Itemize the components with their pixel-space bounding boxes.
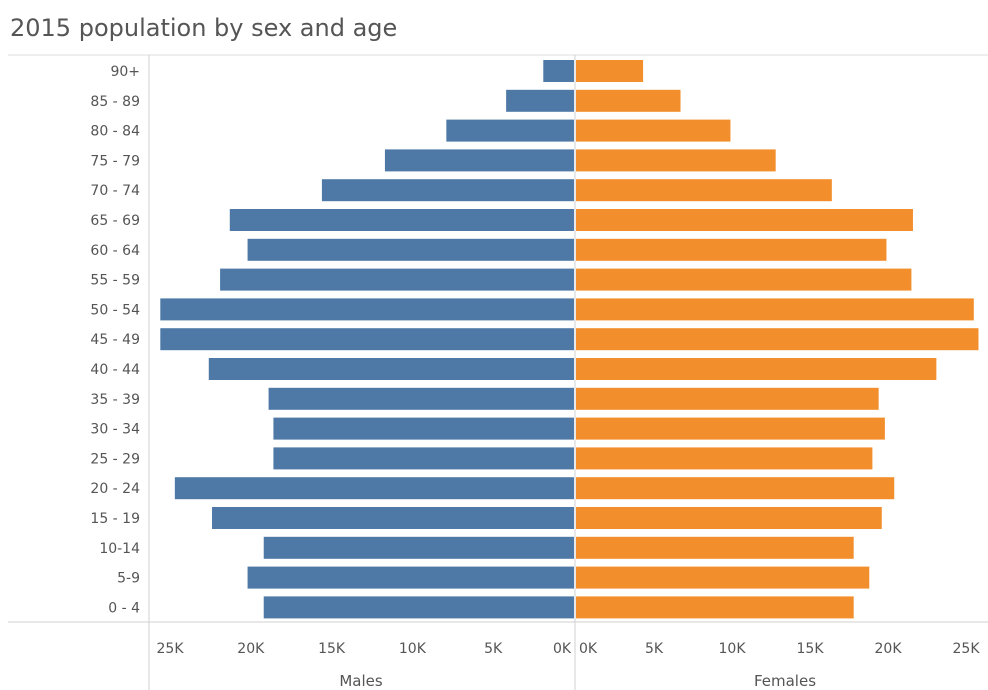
bar-females[interactable] xyxy=(576,89,681,112)
bar-males[interactable] xyxy=(174,477,574,500)
tick-labels: 25K 20K 15K 10K 5K 0K 0K 5K 10K 15K 20K 25K xyxy=(157,641,981,657)
category-label: 80 - 84 xyxy=(90,124,140,140)
bar-males[interactable] xyxy=(273,417,574,440)
bar-males[interactable] xyxy=(208,358,574,380)
category-label: 5-9 xyxy=(117,571,140,587)
category-label: 75 - 79 xyxy=(90,153,140,169)
category-label: 10-14 xyxy=(99,541,140,557)
bar-females[interactable] xyxy=(576,358,937,380)
bar-males[interactable] xyxy=(273,447,574,470)
bar-males[interactable] xyxy=(263,596,574,619)
category-label: 85 - 89 xyxy=(90,94,140,110)
category-label: 45 - 49 xyxy=(90,332,140,348)
bar-males[interactable] xyxy=(321,179,574,202)
category-label: 65 - 69 xyxy=(90,213,140,229)
category-labels: 90+ 85 - 89 80 - 84 75 - 79 70 - 74 65 - 69 60… xyxy=(90,64,140,616)
category-label: 50 - 54 xyxy=(90,302,140,318)
bar-males[interactable] xyxy=(263,536,574,559)
category-label: 15 - 19 xyxy=(90,511,140,527)
bar-males[interactable] xyxy=(160,328,574,351)
category-label: 60 - 64 xyxy=(90,243,140,259)
bar-females[interactable] xyxy=(576,268,912,291)
bar-females[interactable] xyxy=(576,507,882,529)
bar-females[interactable] xyxy=(576,149,776,172)
bar-males[interactable] xyxy=(247,238,574,261)
category-label: 30 - 34 xyxy=(90,422,140,438)
female-tick-label: 15K xyxy=(797,641,825,657)
bar-females[interactable] xyxy=(576,387,879,410)
category-label: 20 - 24 xyxy=(90,481,140,497)
bar-females[interactable] xyxy=(576,417,885,440)
female-tick-label: 10K xyxy=(719,641,747,657)
category-label: 55 - 59 xyxy=(90,273,140,289)
male-tick-label: 20K xyxy=(237,641,265,657)
bar-females[interactable] xyxy=(576,209,913,231)
bar-females[interactable] xyxy=(576,60,644,82)
male-tick-label: 0K xyxy=(553,641,572,657)
male-tick-label: 5K xyxy=(484,641,503,657)
female-tick-label: 20K xyxy=(875,641,903,657)
bar-males[interactable] xyxy=(446,119,574,142)
category-label: 40 - 44 xyxy=(90,362,140,378)
male-axis-title: Males xyxy=(339,672,383,690)
bar-females[interactable] xyxy=(576,536,854,559)
axes-lines xyxy=(8,54,988,690)
bar-males[interactable] xyxy=(229,209,575,231)
bar-females[interactable] xyxy=(576,477,895,500)
male-tick-label: 15K xyxy=(318,641,346,657)
bar-females[interactable] xyxy=(576,119,731,142)
bar-females[interactable] xyxy=(576,298,974,321)
female-tick-label: 0K xyxy=(579,641,598,657)
male-tick-label: 25K xyxy=(157,641,185,657)
category-label: 90+ xyxy=(110,64,140,80)
bar-females[interactable] xyxy=(576,447,873,470)
category-label: 0 - 4 xyxy=(108,600,140,616)
bar-males[interactable] xyxy=(543,60,574,82)
bars xyxy=(160,60,979,619)
bar-females[interactable] xyxy=(576,238,887,261)
bar-males[interactable] xyxy=(384,149,574,172)
bar-males[interactable] xyxy=(160,298,574,321)
bar-males[interactable] xyxy=(506,89,574,112)
bar-females[interactable] xyxy=(576,328,979,351)
bar-males[interactable] xyxy=(247,566,574,589)
male-tick-label: 10K xyxy=(399,641,427,657)
female-tick-label: 5K xyxy=(645,641,664,657)
chart-title: 2015 population by sex and age xyxy=(10,14,398,42)
category-label: 25 - 29 xyxy=(90,451,140,467)
female-tick-label: 25K xyxy=(953,641,981,657)
bar-females[interactable] xyxy=(576,566,870,589)
bar-females[interactable] xyxy=(576,596,854,619)
category-label: 70 - 74 xyxy=(90,183,140,199)
bar-females[interactable] xyxy=(576,179,832,202)
bar-males[interactable] xyxy=(268,387,574,410)
category-label: 35 - 39 xyxy=(90,392,140,408)
female-axis-title: Females xyxy=(754,672,816,690)
bar-males[interactable] xyxy=(212,507,575,529)
bar-males[interactable] xyxy=(220,268,574,291)
